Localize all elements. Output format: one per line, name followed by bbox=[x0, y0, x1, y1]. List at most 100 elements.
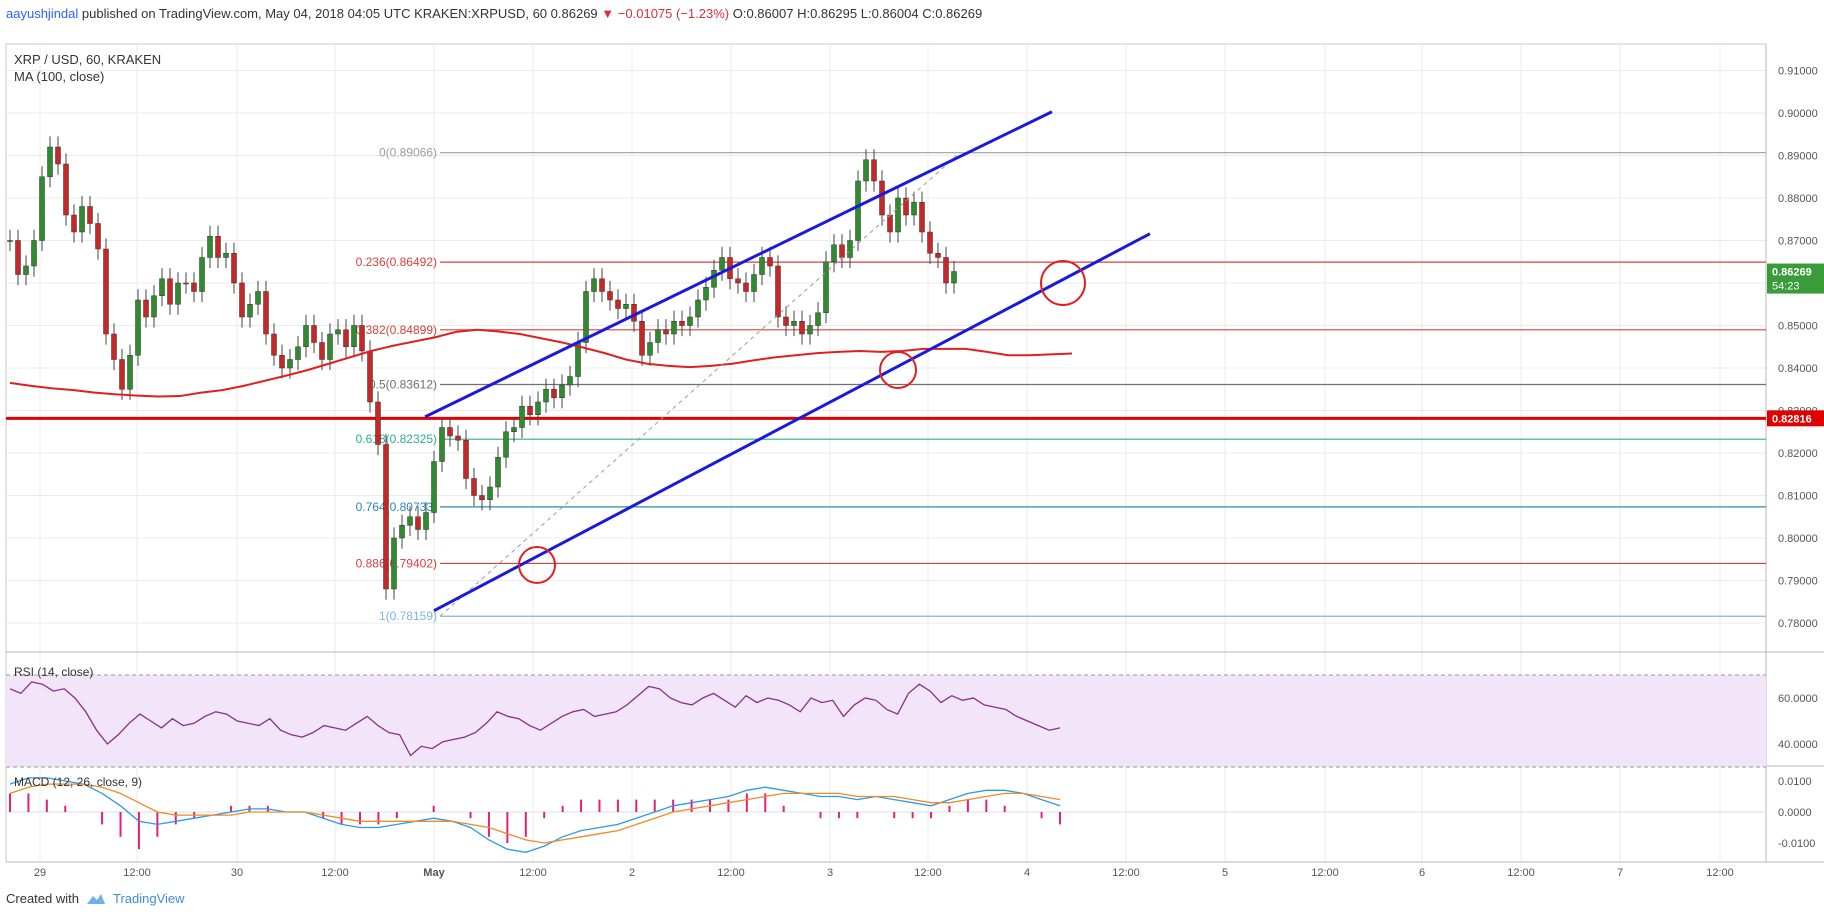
candle-body bbox=[447, 427, 453, 437]
time-tick-label: 12:00 bbox=[1311, 867, 1339, 879]
candle-body bbox=[839, 244, 845, 258]
fib-level-label: 0.764(0.80733) bbox=[356, 500, 437, 514]
candle-body bbox=[263, 291, 269, 335]
channel-upper-line bbox=[424, 110, 1053, 419]
price-tick-label: 0.81000 bbox=[1778, 491, 1818, 503]
candle-body bbox=[863, 159, 869, 182]
candle-body bbox=[183, 282, 189, 285]
time-tick-label: 6 bbox=[1419, 867, 1425, 879]
candle-body bbox=[239, 282, 245, 318]
fib-level-label: 0.618(0.82325) bbox=[356, 432, 437, 446]
candle-body bbox=[63, 163, 69, 216]
price-tick-label: 0.84000 bbox=[1778, 363, 1818, 375]
low-value: 0.86004 bbox=[871, 6, 919, 21]
time-tick-label: 12:00 bbox=[1706, 867, 1734, 879]
time-tick-label: 5 bbox=[1222, 867, 1228, 879]
candle-body bbox=[151, 295, 157, 318]
candle-body bbox=[815, 312, 821, 326]
support-price-label: 0.82816 bbox=[1772, 413, 1812, 425]
candle-body bbox=[583, 291, 589, 343]
candle-body bbox=[495, 457, 501, 488]
high-value: 0.86295 bbox=[810, 6, 858, 21]
author-link[interactable]: aayushjindal bbox=[6, 6, 79, 21]
high-label: H: bbox=[797, 6, 811, 21]
time-tick-label: 30 bbox=[231, 867, 243, 879]
open-label: O: bbox=[732, 6, 747, 21]
candle-body bbox=[175, 282, 181, 305]
candle-body bbox=[535, 401, 541, 415]
candle-body bbox=[399, 525, 405, 539]
open-value: 0.86007 bbox=[746, 6, 794, 21]
candle-body bbox=[295, 346, 301, 360]
price-tick-label: 0.91000 bbox=[1778, 66, 1818, 78]
created-with-label: Created with bbox=[6, 891, 79, 906]
candle-body bbox=[439, 427, 445, 462]
price-tick-label: 0.82000 bbox=[1778, 448, 1818, 460]
tradingview-link[interactable]: TradingView bbox=[112, 891, 185, 906]
close-label: C: bbox=[922, 6, 936, 21]
candle-body bbox=[487, 486, 493, 500]
candle-body bbox=[655, 329, 661, 343]
time-tick-label: 12:00 bbox=[1507, 867, 1535, 879]
candle-body bbox=[759, 257, 765, 275]
candle-body bbox=[871, 159, 877, 182]
candle-body bbox=[15, 240, 21, 275]
candle-body bbox=[791, 321, 797, 326]
candle-body bbox=[767, 257, 773, 267]
candle-body bbox=[591, 278, 597, 292]
candle-body bbox=[311, 325, 317, 343]
time-tick-label: 4 bbox=[1024, 867, 1030, 879]
candle-body bbox=[479, 495, 485, 500]
footer: Created with TradingView bbox=[6, 891, 185, 906]
candle-body bbox=[679, 321, 685, 326]
candle-body bbox=[47, 146, 53, 177]
candle-body bbox=[375, 401, 381, 445]
rsi-tick-label: 60.0000 bbox=[1778, 693, 1818, 705]
candle-body bbox=[799, 321, 805, 335]
candle-body bbox=[743, 282, 749, 292]
candle-body bbox=[159, 278, 165, 296]
fib-level-label: 0.382(0.84899) bbox=[356, 323, 437, 337]
candle-body bbox=[551, 389, 557, 398]
candle-body bbox=[247, 304, 253, 318]
price-tick-label: 0.85000 bbox=[1778, 321, 1818, 333]
candle-body bbox=[911, 202, 917, 216]
tradingview-logo-icon bbox=[86, 893, 105, 904]
rsi-tick-label: 40.0000 bbox=[1778, 739, 1818, 751]
candle-body bbox=[887, 214, 893, 233]
candle-body bbox=[23, 265, 29, 275]
candle-body bbox=[903, 197, 909, 216]
candle-body bbox=[527, 406, 533, 415]
candle-body bbox=[335, 329, 341, 335]
candle-body bbox=[119, 359, 125, 390]
highlight-circle bbox=[1040, 260, 1086, 306]
macd-tick-label: -0.0100 bbox=[1778, 838, 1815, 850]
candle-body bbox=[31, 240, 37, 267]
last-price: 0.86269 bbox=[550, 6, 598, 21]
candle-body bbox=[927, 231, 933, 254]
candle-body bbox=[359, 325, 365, 352]
candle-body bbox=[279, 355, 285, 369]
candle-body bbox=[719, 257, 725, 271]
time-tick-label: 12:00 bbox=[321, 867, 349, 879]
candle-body bbox=[639, 321, 645, 356]
time-tick-label: 7 bbox=[1617, 867, 1623, 879]
price-tick-label: 0.89000 bbox=[1778, 151, 1818, 163]
rsi-band bbox=[6, 675, 1766, 767]
candle-body bbox=[751, 274, 757, 292]
candle-body bbox=[951, 271, 957, 284]
candle-body bbox=[455, 435, 461, 441]
candle-body bbox=[687, 316, 693, 326]
candle-body bbox=[431, 461, 437, 513]
candle-body bbox=[807, 325, 813, 335]
close-value: 0.86269 bbox=[935, 6, 983, 21]
candle-body bbox=[343, 329, 349, 347]
time-tick-label: 29 bbox=[34, 867, 46, 879]
candle-body bbox=[895, 197, 901, 233]
candle-body bbox=[735, 278, 741, 284]
candle-body bbox=[367, 350, 373, 403]
fib-level-label: 0.236(0.86492) bbox=[356, 255, 437, 269]
candle-body bbox=[647, 342, 653, 356]
time-tick-label: 3 bbox=[827, 867, 833, 879]
